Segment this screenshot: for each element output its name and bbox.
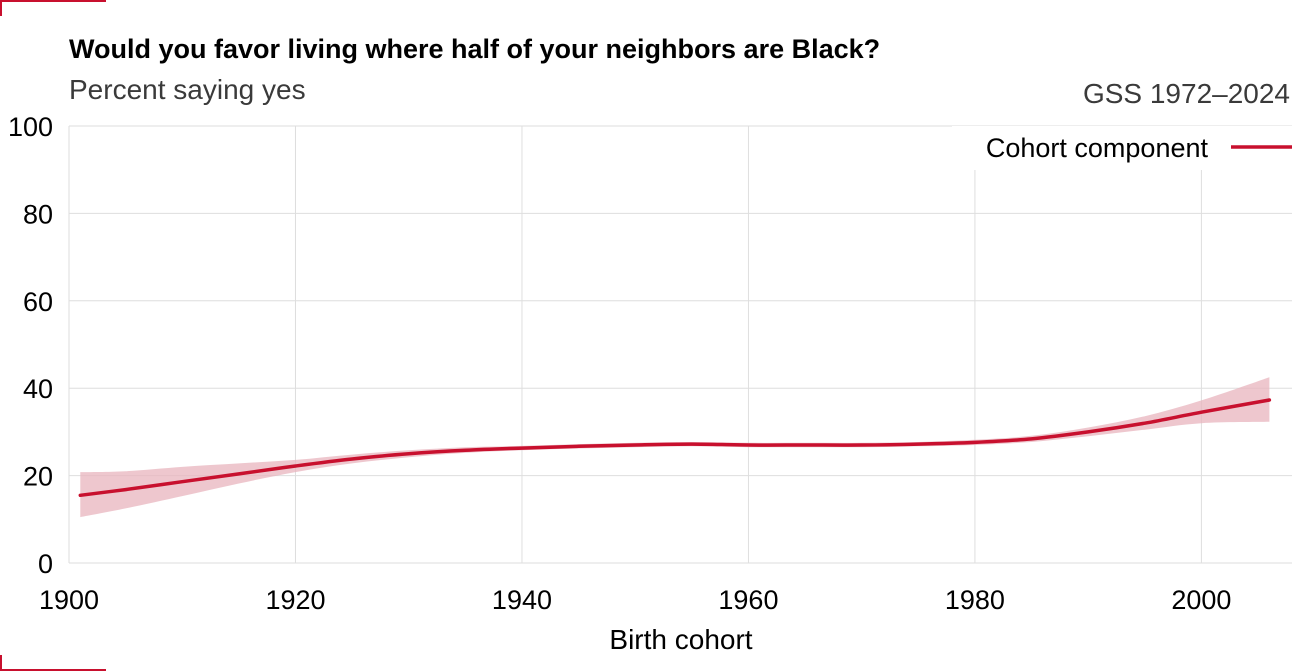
x-tick-label-1920: 1920 <box>265 585 325 615</box>
x-tick-label-1980: 1980 <box>945 585 1005 615</box>
data-source: GSS 1972–2024 <box>1082 78 1290 109</box>
chart-title: Would you favor living where half of you… <box>69 34 881 64</box>
x-tick-label-1900: 1900 <box>39 585 99 615</box>
y-tick-label-20: 20 <box>23 462 53 492</box>
legend: Cohort component <box>952 126 1292 170</box>
y-tick-label-60: 60 <box>23 287 53 317</box>
x-tick-label-1960: 1960 <box>718 585 778 615</box>
x-tick-label-1940: 1940 <box>492 585 552 615</box>
series-line-cohort-component <box>78 398 1272 498</box>
corner-mark-top <box>0 0 106 2</box>
y-tick-label-40: 40 <box>23 374 53 404</box>
x-axis-title: Birth cohort <box>609 624 752 655</box>
y-tick-label-0: 0 <box>38 549 53 579</box>
corner-mark-bottom <box>0 669 106 671</box>
legend-entry-cohort-component: Cohort component <box>986 133 1209 163</box>
y-tick-label-80: 80 <box>23 199 53 229</box>
y-tick-label-100: 100 <box>8 112 53 142</box>
chart-subtitle: Percent saying yes <box>69 74 306 105</box>
confidence-band-0 <box>80 377 1270 518</box>
corner-tick-top <box>0 0 2 16</box>
corner-tick-bottom <box>0 655 2 671</box>
x-tick-label-2000: 2000 <box>1171 585 1231 615</box>
